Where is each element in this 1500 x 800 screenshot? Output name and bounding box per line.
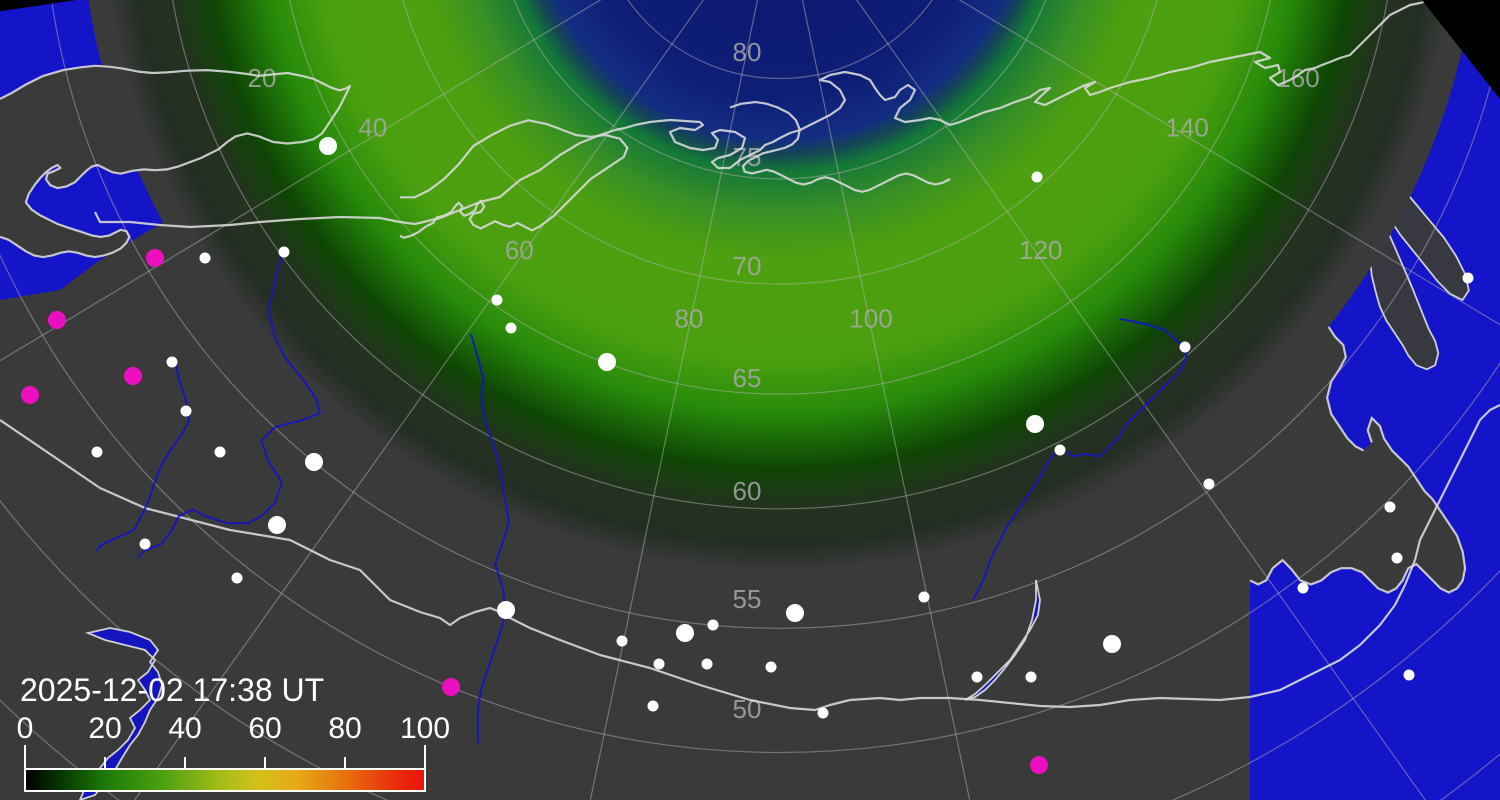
svg-text:60: 60 (505, 235, 534, 265)
svg-text:70: 70 (733, 251, 762, 281)
svg-text:80: 80 (675, 304, 704, 334)
svg-text:120: 120 (1019, 235, 1062, 265)
svg-text:40: 40 (168, 712, 201, 745)
svg-text:20: 20 (88, 712, 121, 745)
svg-text:100: 100 (849, 304, 892, 334)
svg-text:80: 80 (328, 712, 361, 745)
svg-text:65: 65 (733, 363, 762, 393)
svg-text:100: 100 (400, 712, 450, 745)
svg-text:0: 0 (17, 712, 34, 745)
svg-text:2025-12-02 17:38 UT: 2025-12-02 17:38 UT (20, 672, 324, 708)
svg-text:60: 60 (248, 712, 281, 745)
svg-text:80: 80 (733, 37, 762, 67)
svg-text:60: 60 (733, 476, 762, 506)
svg-text:40: 40 (358, 113, 387, 143)
svg-text:140: 140 (1166, 113, 1209, 143)
svg-text:55: 55 (733, 584, 762, 614)
svg-text:20: 20 (248, 63, 277, 93)
